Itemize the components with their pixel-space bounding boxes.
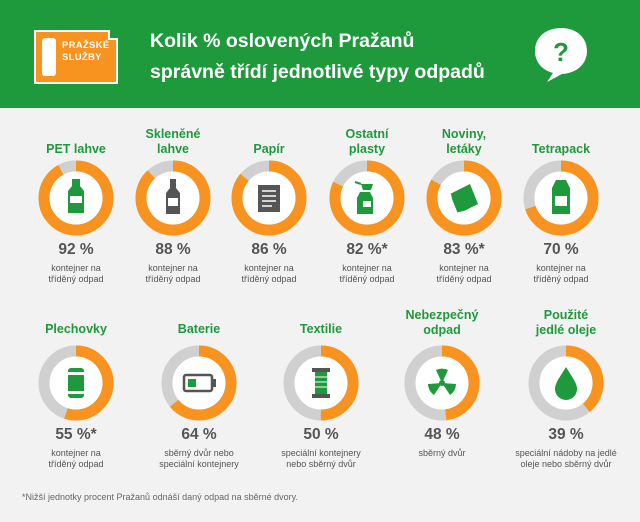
oil-drop-icon: [555, 367, 577, 400]
donut-value-arc: [161, 345, 237, 421]
item-percentage: 50 %: [303, 426, 339, 443]
item-description: kontejner na tříděný odpad: [145, 263, 201, 284]
page-title: Kolik % oslovených Pražanů správně třídí…: [150, 26, 520, 88]
donut-value-arc: [404, 345, 480, 421]
donut-ring: [38, 345, 114, 421]
item-description: speciální nádoby na jedlé oleje nebo sbě…: [515, 448, 617, 469]
carton-icon: [552, 180, 570, 214]
item-description: sběrný dvůr: [418, 448, 466, 458]
logo-corner: [108, 30, 118, 40]
item-description: kontejner na tříděný odpad: [48, 263, 104, 284]
donut-ring: [523, 160, 599, 236]
logo-text: PRAŽSKÉ SLUŽBY: [62, 40, 110, 63]
donut-value-arc: [528, 345, 604, 421]
header-bar: PRAŽSKÉ SLUŽBY Kolik % oslovených Pražan…: [0, 0, 640, 108]
item-label: Noviny, letáky: [441, 127, 487, 156]
bubble-question-mark: ?: [553, 37, 569, 67]
donut-ring: [283, 345, 359, 421]
item-percentage: 88 %: [155, 241, 191, 258]
question-bubble-icon: ?: [535, 28, 587, 82]
donut-value-arc: [283, 345, 359, 421]
donut-value-arc: [329, 160, 405, 236]
donut-value-arc: [523, 160, 599, 236]
item-percentage: 48 %: [424, 426, 460, 443]
footnote: *Nižší jednotky procent Pražanů odnáší d…: [22, 492, 299, 502]
prazske-sluzby-logo: PRAŽSKÉ SLUŽBY: [34, 30, 118, 84]
paper-icon: [258, 185, 280, 212]
battery-icon: [182, 373, 216, 393]
item-description: sběrný dvůr nebo speciální kontejnery: [159, 448, 239, 469]
thread-spool-icon: [312, 368, 330, 398]
donut-value-arc: [135, 160, 211, 236]
donut-ring: [38, 160, 114, 236]
item-label: Papír: [253, 142, 285, 156]
donut-value-arc: [231, 160, 307, 236]
item-description: kontejner na tříděný odpad: [533, 263, 589, 284]
can-icon: [68, 368, 84, 398]
newspaper-icon: [449, 184, 478, 216]
donut-ring: [426, 160, 502, 236]
donut-value-arc: [38, 160, 114, 236]
item-percentage: 83 %*: [443, 241, 485, 258]
item-label: Použité jedlé oleje: [535, 308, 597, 337]
donut-value-arc: [38, 345, 114, 421]
item-percentage: 70 %: [543, 241, 579, 258]
item-percentage: 86 %: [251, 241, 287, 258]
item-label: Skleněné lahve: [145, 127, 201, 156]
donut-ring: [404, 345, 480, 421]
item-description: speciální kontejnery nebo sběrný dvůr: [281, 448, 361, 469]
donut-ring: [528, 345, 604, 421]
donut-center: [172, 356, 226, 410]
donut-ring: [329, 160, 405, 236]
donut-value-arc: [426, 160, 502, 236]
item-label: Ostatní plasty: [345, 127, 389, 156]
item-description: kontejner na tříděný odpad: [48, 448, 104, 469]
item-description: kontejner na tříděný odpad: [339, 263, 395, 284]
item-description: kontejner na tříděný odpad: [241, 263, 297, 284]
donut-ring: [161, 345, 237, 421]
spray-bottle-icon: [354, 181, 373, 214]
item-label: PET lahve: [46, 142, 106, 156]
item-percentage: 64 %: [181, 426, 217, 443]
item-percentage: 92 %: [58, 241, 94, 258]
glass-bottle-icon: [166, 179, 180, 214]
item-description: kontejner na tříděný odpad: [436, 263, 492, 284]
item-label: Baterie: [177, 322, 221, 336]
item-label: Textilie: [299, 322, 343, 336]
title-line-1: Kolik % oslovených Pražanů: [150, 30, 415, 52]
donut-ring: [231, 160, 307, 236]
donut-ring: [135, 160, 211, 236]
pet-bottle-icon: [68, 179, 84, 213]
item-percentage: 82 %*: [346, 241, 388, 258]
title-line-2: správně třídí jednotlivé typy odpadů: [150, 61, 485, 83]
item-percentage: 55 %*: [55, 426, 97, 443]
item-label: Plechovky: [45, 322, 107, 336]
logo-figure-icon: [42, 38, 56, 76]
item-label: Tetrapack: [531, 142, 591, 156]
item-label: Nebezpečný odpad: [405, 308, 479, 337]
item-percentage: 39 %: [548, 426, 584, 443]
radiation-icon: [428, 368, 456, 395]
